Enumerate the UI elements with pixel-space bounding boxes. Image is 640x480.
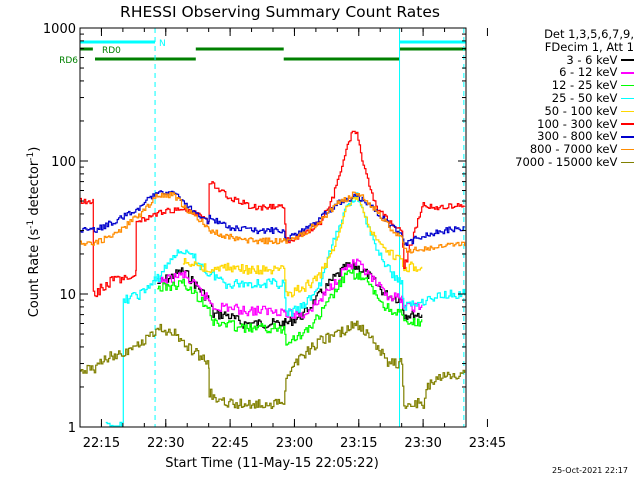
flag-label: RD0: [102, 46, 121, 56]
timestamp: 25-Oct-2021 22:17: [552, 466, 628, 475]
legend-swatch: [621, 110, 634, 113]
x-axis-label: Start Time (11-May-15 22:05:22): [165, 456, 379, 471]
legend-entry-label: 12 - 25 keV: [551, 78, 621, 93]
y-tick-label: 1: [68, 421, 76, 436]
flag-label: N: [159, 39, 166, 49]
x-tick-label: 23:30: [404, 436, 441, 451]
x-tick-label: 23:00: [276, 436, 313, 451]
legend-entry: 100 - 300 keV: [462, 116, 634, 131]
legend-entry-label: 3 - 6 keV: [566, 52, 621, 67]
legend-swatch: [621, 148, 634, 151]
legend-entry: 3 - 6 keV: [462, 52, 634, 67]
legend-entry-label: 6 - 12 keV: [559, 65, 621, 80]
legend-entry-label: 800 - 7000 keV: [529, 142, 621, 157]
legend-entry: 800 - 7000 keV: [462, 143, 634, 156]
legend-header-line: FDecim 1, Att 1: [544, 39, 634, 54]
y-tick-label: 10: [59, 288, 76, 303]
legend-entry-label: 100 - 300 keV: [537, 116, 621, 131]
x-tick-label: 23:15: [340, 436, 377, 451]
legend-entry: 7000 - 15000 keV: [462, 156, 634, 169]
chart-title: RHESSI Observing Summary Count Rates: [120, 3, 440, 21]
legend-header-line: Det 1,3,5,6,7,9,: [544, 27, 634, 41]
series-line: [80, 130, 466, 298]
y-tick-label: 1000: [43, 22, 76, 37]
series-line: [157, 258, 423, 319]
legend-swatch: [621, 59, 634, 61]
legend-swatch: [621, 136, 634, 138]
legend-entry-label: 50 - 100 keV: [544, 103, 621, 118]
series-line: [157, 269, 423, 346]
legend-swatch: [621, 123, 634, 125]
legend: Det 1,3,5,6,7,9, FDecim 1, Att 1 3 - 6 k…: [462, 28, 634, 169]
legend-swatch: [621, 84, 634, 87]
series-line: [80, 191, 466, 254]
series-line: [80, 320, 466, 409]
legend-entry: 12 - 25 keV: [462, 79, 634, 92]
legend-entry-label: 300 - 800 keV: [537, 129, 621, 144]
x-tick-label: 22:15: [83, 436, 120, 451]
x-tick-label: 22:30: [147, 436, 184, 451]
legend-swatch: [621, 97, 634, 100]
legend-swatch: [621, 72, 634, 74]
legend-swatch: [621, 161, 634, 164]
flag-label: RD6: [59, 56, 78, 66]
series-line: [105, 192, 466, 427]
legend-entry-label: 7000 - 15000 keV: [515, 154, 621, 169]
legend-entry-label: 25 - 50 keV: [551, 90, 621, 105]
legend-entry: 50 - 100 keV: [462, 103, 634, 118]
legend-entry: 6 - 12 keV: [462, 66, 634, 79]
x-tick-label: 22:45: [211, 436, 248, 451]
series-line: [182, 193, 423, 298]
y-axis-label: Count Rate (s-1 detector-1): [26, 147, 42, 318]
y-tick-label: 100: [51, 155, 76, 170]
series-line: [80, 190, 466, 246]
x-tick-label: 23:45: [469, 436, 506, 451]
legend-entry: 300 - 800 keV: [462, 130, 634, 143]
legend-entry: 25 - 50 keV: [462, 92, 634, 105]
